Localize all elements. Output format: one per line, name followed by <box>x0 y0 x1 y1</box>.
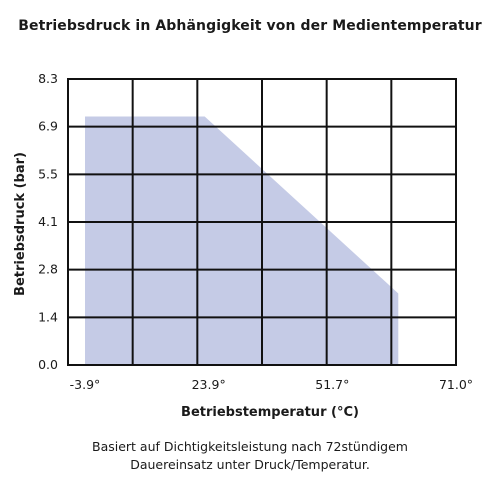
x-axis-label: Betriebstemperatur (°C) <box>181 405 359 420</box>
y-tick-label: 2.8 <box>38 262 58 277</box>
y-tick-label: 6.9 <box>38 119 58 134</box>
area-layer <box>85 116 399 365</box>
grid-layer <box>67 78 457 366</box>
y-tick-label: 1.4 <box>38 309 58 324</box>
chart-title: Betriebsdruck in Abhängigkeit von der Me… <box>18 18 482 34</box>
footnote-line-1: Basiert auf Dichtigkeitsleistung nach 72… <box>92 439 408 454</box>
area-series-0 <box>85 116 399 365</box>
footnote: Basiert auf Dichtigkeitsleistung nach 72… <box>0 438 500 474</box>
x-tick-label: -3.9° <box>70 377 101 392</box>
y-axis-label: Betriebsdruck (bar) <box>13 152 28 296</box>
y-tick-label: 8.3 <box>38 71 58 86</box>
y-tick-label: 4.1 <box>38 214 58 229</box>
plot-frame <box>67 78 457 366</box>
x-tick-label: 71.0° <box>439 377 473 392</box>
tick-layer: 0.0 1.4 2.8 4.1 5.5 6.9 8.3 -3.9° 23.9° 51.7° 71.0… <box>38 71 473 392</box>
x-tick-label: 51.7° <box>315 377 349 392</box>
footnote-line-2: Dauereinsatz unter Druck/Temperatur. <box>130 457 370 472</box>
y-tick-label: 5.5 <box>38 166 58 181</box>
x-tick-label: 23.9° <box>192 377 226 392</box>
y-tick-label: 0.0 <box>38 357 58 372</box>
